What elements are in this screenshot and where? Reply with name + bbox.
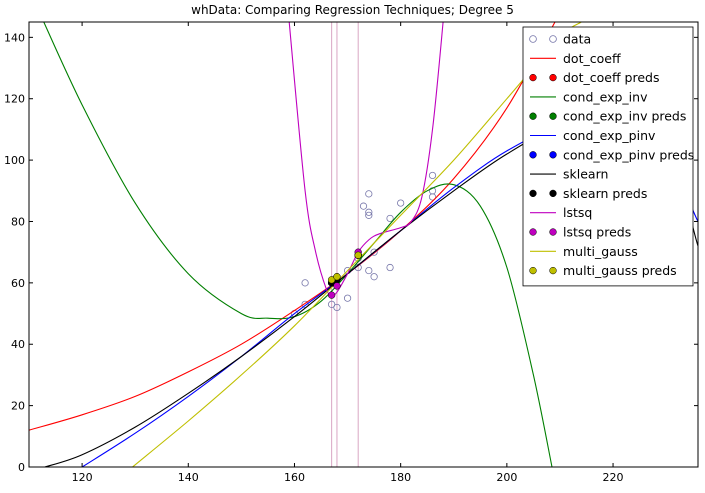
legend-label: multi_gauss preds — [563, 263, 677, 278]
legend-marker-swatch — [549, 266, 557, 275]
legend-label: cond_exp_pinv — [563, 128, 656, 143]
y-tick-label: 140 — [4, 31, 25, 44]
y-tick-label: 120 — [4, 93, 25, 106]
legend-marker-swatch — [549, 112, 557, 120]
prediction-point-lstsq — [333, 282, 341, 290]
legend-marker-swatch — [529, 112, 537, 120]
legend-label: cond_exp_pinv preds — [563, 147, 694, 162]
legend-marker-swatch — [529, 228, 537, 236]
data-point — [333, 303, 341, 312]
data-point — [370, 248, 378, 256]
y-tick-label: 20 — [11, 400, 25, 413]
prediction-point-multi-gauss — [354, 251, 362, 259]
y-tick-label: 80 — [11, 215, 25, 228]
legend: data dot_coeff dot_coeff preds cond_exp_inv… — [522, 26, 694, 287]
series-line-dot-coeff — [29, 22, 556, 431]
axes-frame — [28, 21, 699, 468]
x-tick-label: 160 — [284, 471, 305, 484]
legend-marker-swatch — [549, 35, 557, 43]
data-point — [328, 300, 336, 308]
data-point — [343, 294, 352, 302]
data-point — [359, 202, 368, 210]
data-point — [365, 190, 373, 198]
prediction-point-lstsq — [327, 291, 336, 299]
legend-marker-swatch — [529, 151, 537, 159]
prediction-point-multi-gauss — [333, 273, 341, 281]
legend-label: dot_coeff — [563, 51, 621, 66]
legend-label: data — [563, 32, 591, 47]
legend-marker-swatch — [549, 189, 557, 198]
data-point — [397, 199, 405, 207]
y-tick-label: 0 — [18, 461, 25, 474]
legend-marker-swatch — [549, 151, 557, 159]
data-point — [301, 279, 309, 287]
data-point — [386, 214, 394, 223]
chart-title: whData: Comparing Regression Techniques;… — [191, 3, 514, 17]
x-tick-label: 200 — [496, 471, 517, 484]
legend-label: sklearn preds — [563, 186, 647, 201]
data-point — [365, 208, 373, 216]
legend-marker-swatch — [529, 35, 537, 43]
data-point — [365, 266, 373, 275]
legend-label: sklearn — [563, 167, 608, 182]
x-tick-label: 120 — [72, 471, 93, 484]
legend-label: lstsq preds — [563, 225, 631, 240]
legend-marker-swatch — [549, 73, 557, 82]
data-point — [386, 263, 394, 272]
data-point — [428, 171, 437, 180]
legend-marker-swatch — [529, 266, 537, 275]
legend-label: lstsq — [563, 205, 592, 220]
legend-label: dot_coeff preds — [563, 70, 659, 85]
x-tick-label: 180 — [390, 471, 411, 484]
legend-label: cond_exp_inv — [563, 89, 648, 104]
legend-marker-swatch — [549, 228, 557, 236]
data-point — [365, 211, 373, 219]
data-point — [370, 273, 378, 281]
x-tick-label: 140 — [178, 471, 199, 484]
legend-marker-swatch — [529, 73, 537, 82]
y-tick-label: 100 — [4, 154, 25, 167]
y-tick-label: 60 — [11, 277, 25, 290]
x-tick-label: 220 — [603, 471, 624, 484]
legend-label: multi_gauss — [563, 244, 638, 259]
legend-marker-swatch — [529, 189, 537, 198]
legend-label: cond_exp_inv preds — [563, 109, 686, 124]
y-tick-label: 40 — [11, 338, 25, 351]
